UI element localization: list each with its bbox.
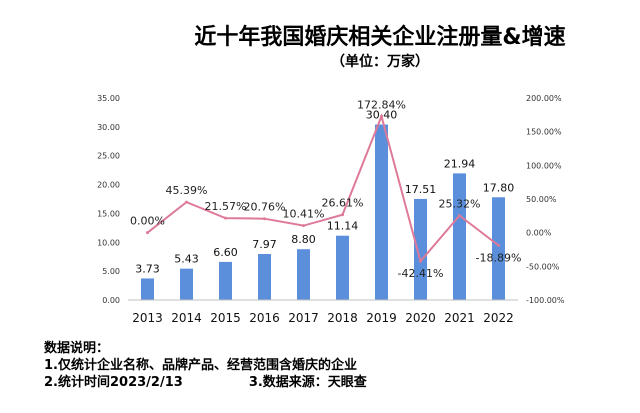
right-axis-tick: 200.00% (526, 94, 562, 103)
bar (336, 235, 349, 300)
right-axis-tick: -100.00% (526, 296, 565, 305)
bar-value-label: 6.60 (213, 246, 238, 259)
chart-subtitle: （单位：万家） (331, 53, 429, 70)
bar-series: 3.735.436.607.978.8011.1430.4017.5121.94… (135, 109, 514, 300)
chart-title: 近十年我国婚庆相关企业注册量&增速 (194, 24, 565, 50)
line-value-label: -42.41% (398, 267, 444, 280)
right-axis-tick: 150.00% (526, 128, 562, 137)
line-value-label: 26.61% (322, 197, 364, 210)
line-value-label: 25.32% (439, 198, 481, 211)
x-axis-tick: 2021 (444, 311, 475, 325)
bar (219, 261, 232, 300)
right-axis-tick: 100.00% (526, 161, 562, 170)
x-axis-tick: 2014 (171, 311, 202, 325)
x-axis-tick: 2016 (249, 311, 280, 325)
line-point (458, 214, 461, 218)
bar (375, 124, 388, 300)
bar-value-label: 8.80 (291, 233, 316, 246)
right-axis-tick: 50.00% (526, 195, 557, 204)
bar (258, 254, 271, 300)
line-point (146, 231, 149, 235)
left-axis-tick: 20.00 (97, 181, 120, 190)
x-axis-tick: 2013 (132, 311, 163, 325)
left-axis-tick: 35.00 (97, 94, 120, 103)
left-axis-tick: 0.00 (102, 296, 120, 305)
bar-value-label: 5.43 (174, 253, 199, 266)
bar (414, 198, 427, 300)
line-point (224, 216, 227, 220)
growth-line (146, 113, 500, 264)
line-point (263, 217, 266, 221)
line-point (185, 200, 188, 204)
bar-value-label: 3.73 (135, 262, 160, 275)
notes-line-1: 1.仅统计企业名称、品牌产品、经营范围含婚庆的企业 (44, 358, 357, 373)
line-value-label: -18.89% (476, 251, 522, 264)
axes: 0.00 5.00 10.00 15.00 20.00 25.00 30.00 35.00 -1… (97, 94, 565, 325)
left-axis-tick: 15.00 (97, 209, 120, 218)
notes-line-3: 3.数据来源：天眼查 (248, 375, 367, 390)
line-point (302, 224, 305, 228)
growth-line-series: 0.00% 45.39% 21.57%20.76%10.41%26.61% 172.8… (130, 98, 521, 280)
line-value-label: 45.39% (166, 184, 208, 197)
line-value-label: 10.41% (283, 208, 325, 221)
line-value-label: 0.00% (130, 215, 165, 228)
line-point (497, 243, 500, 247)
line-value-label: 172.84% (357, 98, 406, 111)
x-axis-tick: 2017 (288, 311, 319, 325)
line-point (380, 114, 383, 118)
right-axis-tick: -50.00% (526, 262, 560, 271)
notes-line-2: 2.统计时间2023/2/13 (44, 375, 183, 390)
left-axis-tick: 25.00 (97, 152, 120, 161)
left-axis-tick: 10.00 (97, 238, 120, 247)
x-axis-tick: 2018 (327, 311, 358, 325)
line-point (341, 213, 344, 217)
bar-value-label: 17.80 (483, 181, 515, 194)
bar-value-label: 17.51 (405, 183, 437, 196)
data-notes: 数据说明： 1.仅统计企业名称、品牌产品、经营范围含婚庆的企业 2.统计时间20… (44, 340, 367, 391)
bar-value-label: 11.14 (327, 220, 359, 233)
bar-value-label: 7.97 (252, 238, 277, 251)
bar (180, 268, 193, 300)
left-axis-tick: 5.00 (102, 267, 120, 276)
x-axis-tick: 2019 (366, 311, 397, 325)
bar-value-label: 21.94 (444, 157, 476, 170)
x-axis-tick: 2022 (483, 311, 514, 325)
bar (297, 249, 310, 300)
x-axis-tick: 2015 (210, 311, 241, 325)
notes-heading: 数据说明： (44, 341, 110, 356)
right-axis-tick: 0.00% (526, 229, 552, 238)
line-point (419, 259, 422, 263)
line-value-label: 21.57% (205, 200, 247, 213)
line-value-label: 20.76% (244, 201, 286, 214)
bar (453, 173, 466, 300)
x-axis-tick: 2020 (405, 311, 436, 325)
bar (492, 197, 505, 300)
bar (141, 278, 154, 300)
left-axis-tick: 30.00 (97, 123, 120, 132)
